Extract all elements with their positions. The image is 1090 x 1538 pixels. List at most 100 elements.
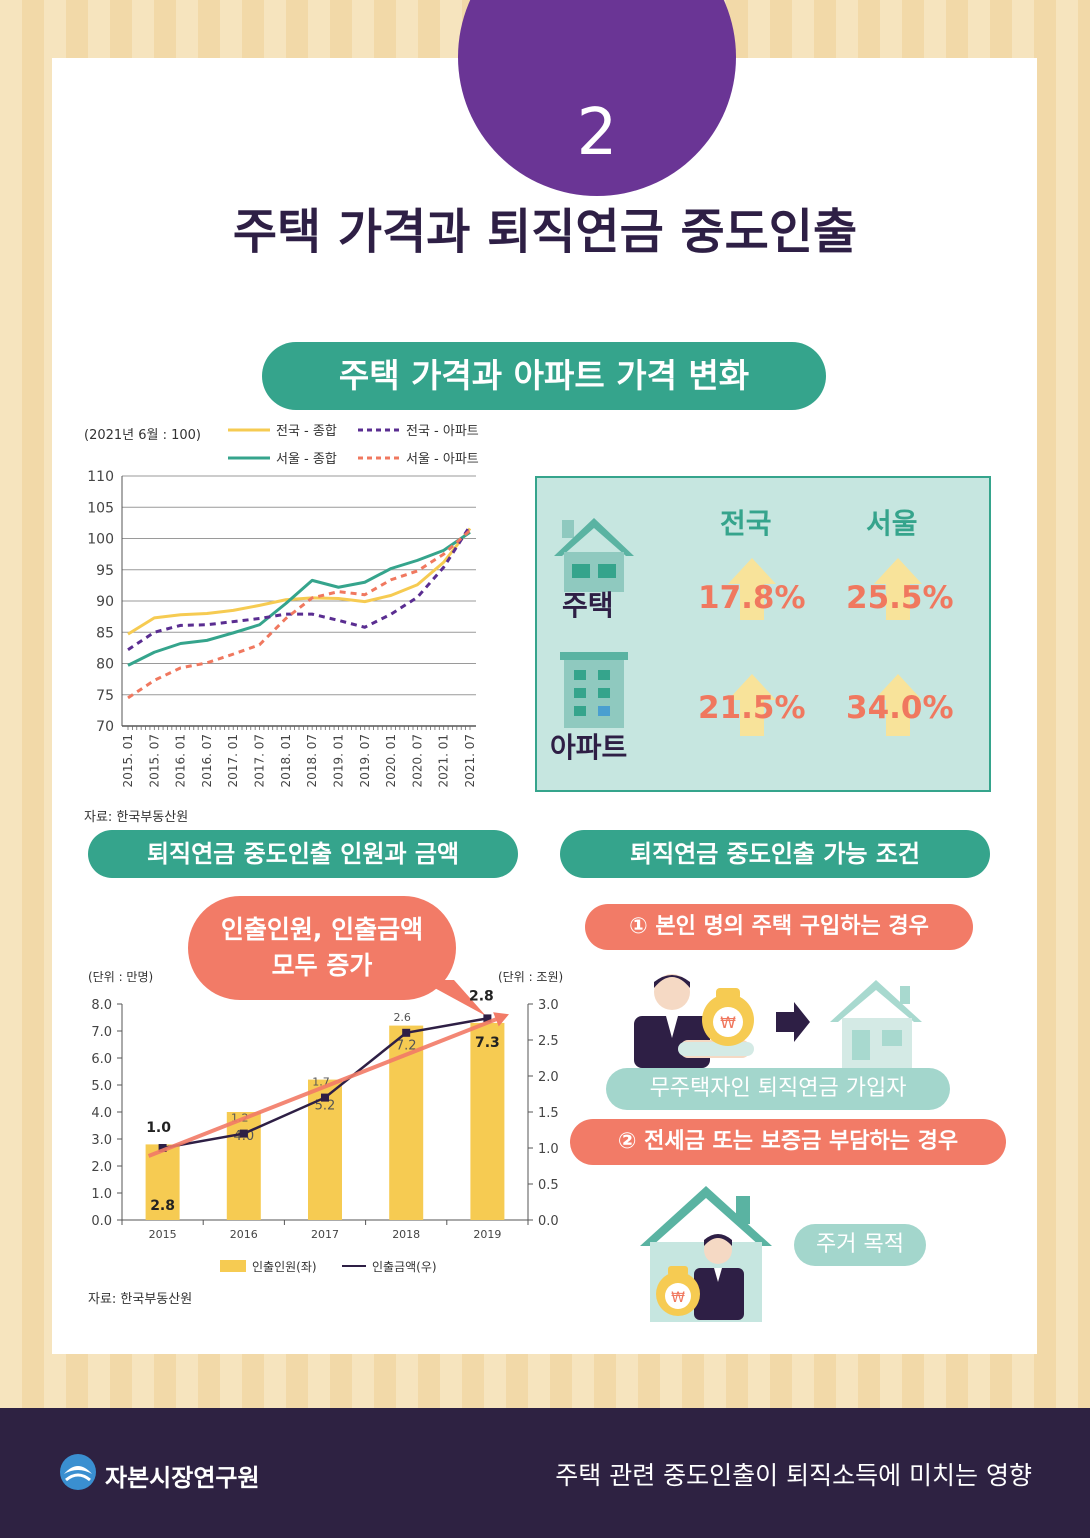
x-tick-label: 2018. 07 [305,734,319,787]
column-header-national: 전국 [720,507,772,540]
callout-line: 모두 증가 [271,951,373,980]
svg-text:₩: ₩ [720,1013,736,1032]
amount-point [483,1014,492,1023]
section-heading-withdrawals: 퇴직연금 중도인출 인원과 금액 [88,830,518,878]
up-arrow-icon [728,558,776,620]
bar-value-label: 2.8 [150,1198,175,1214]
left-tick-label: 3.0 [91,1133,112,1148]
row-header-house: 주택 [562,589,614,622]
x-tick-label: 2018. 01 [279,734,293,787]
right-tick-label: 1.0 [538,1142,559,1157]
bar-chart-source: 자료: 한국부동산원 [88,1292,193,1307]
x-tick-label: 2018 [392,1228,420,1241]
right-tick-label: 2.5 [538,1034,559,1049]
y-tick-label: 70 [96,719,114,735]
section-number: 2 [576,96,618,170]
up-arrow-icon [728,674,776,736]
bar-chart-left-unit: (단위 : 만명) [88,970,154,984]
legend-item-national-apt: 전국 - 아파트 [358,420,479,439]
withdrawal-bar-chart: 0.0 1.0 2.0 3.0 4.0 5.0 6.0 7.0 8.0 0.0 0.5 1.0 1.5 2… [91,990,559,1274]
home-purchase-illustration: ₩ [634,974,922,1068]
amount-value-label: 2.8 [469,990,494,1004]
x-tick-label: 2021. 07 [463,734,477,787]
right-tick-label: 3.0 [538,998,559,1013]
y-tick-label: 85 [96,625,114,641]
callout-line: 인출인원, 인출금액 [220,915,424,944]
left-tick-label: 8.0 [91,998,112,1013]
series-line [127,529,472,700]
x-tick-label: 2016. 01 [174,734,188,787]
row-header-apartment: 아파트 [550,731,628,764]
amount-value-label: 1.0 [146,1120,171,1136]
right-tick-label: 0.5 [538,1178,559,1193]
up-arrow-icon [874,558,922,620]
house-icon [554,518,634,592]
legend-label: 전국 - 종합 [276,424,337,439]
column-header-seoul: 서울 [866,507,918,540]
legend-label: 서울 - 아파트 [406,452,479,467]
house-price-line-chart: 70 75 80 85 90 95 100 105 110 2015. 01 2015. 07 201… [87,469,477,787]
x-tick-label: 2021. 01 [437,734,451,787]
bar-value-label: 5.2 [315,1099,336,1114]
series-line [127,525,472,651]
report-title: 주택 관련 중도인출이 퇴직소득에 미치는 영향 [555,1461,1032,1490]
price-change-panel [535,476,991,792]
apartment-national-change: 21.5% [698,690,806,726]
x-tick-label: 2019. 07 [358,734,372,787]
legend-label: 인출인원(좌) [252,1260,317,1274]
page-title: 주택 가격과 퇴직연금 중도인출 [232,204,858,260]
chart-unit-label: (2021년 6월 : 100) [84,428,202,443]
house-seoul-change: 25.5% [846,580,954,616]
x-tick-label: 2019 [473,1228,501,1241]
bar-value-label: 7.3 [475,1035,500,1051]
amount-point [239,1129,248,1138]
condition-2-tag: 주거 목적 [794,1224,926,1266]
footer [0,1408,1090,1538]
legend-swatch-icon [358,428,400,431]
legend-item-seoul-total: 서울 - 종합 [228,448,337,467]
right-tick-label: 0.0 [538,1214,559,1229]
left-tick-label: 7.0 [91,1025,112,1040]
condition-1-label: ① 본인 명의 주택 구입하는 경우 [585,904,973,950]
left-tick-label: 4.0 [91,1106,112,1121]
trend-arrow-head [493,1012,509,1027]
svg-text:₩: ₩ [671,1290,685,1306]
legend-item-national-total: 전국 - 종합 [228,420,337,439]
section-number-badge: 2 [458,0,736,196]
legend-swatch-icon [228,456,270,459]
legend-swatch-icon [358,456,400,459]
section-heading-price: 주택 가격과 아파트 가격 변화 [262,342,826,410]
condition-1-tag: 무주택자인 퇴직연금 가입자 [606,1068,950,1110]
section-heading-conditions: 퇴직연금 중도인출 가능 조건 [560,830,990,878]
legend-swatch-bar [220,1260,246,1272]
amount-point [158,1144,167,1152]
series-line [127,531,471,667]
institute-name: 자본시장연구원 [105,1464,260,1492]
y-tick-label: 105 [87,500,114,516]
x-tick-label: 2016. 07 [200,734,214,787]
left-tick-label: 1.0 [91,1187,112,1202]
x-tick-label: 2017. 01 [226,734,240,787]
left-tick-label: 6.0 [91,1052,112,1067]
legend-label: 전국 - 아파트 [406,424,479,439]
trend-arrow [147,1014,505,1158]
right-tick-label: 1.5 [538,1106,559,1121]
amount-point [321,1093,329,1102]
amount-point [402,1028,411,1037]
y-tick-label: 90 [96,594,114,610]
x-tick-label: 2016 [230,1228,258,1241]
y-tick-label: 80 [96,657,114,673]
condition-2-label: ② 전세금 또는 보증금 부담하는 경우 [570,1119,1006,1165]
y-tick-label: 110 [87,469,114,485]
x-tick-label: 2020. 07 [410,734,424,787]
x-tick-label: 2015. 07 [147,734,161,787]
left-tick-label: 5.0 [91,1079,112,1094]
institute-logo-icon [60,1454,96,1490]
legend-item-seoul-apt: 서울 - 아파트 [358,448,479,467]
y-tick-label: 100 [87,532,114,548]
up-arrow-icon [874,674,922,736]
callout-bubble: 인출인원, 인출금액 모두 증가 [188,896,456,1000]
x-tick-label: 2020. 01 [384,734,398,787]
apartment-seoul-change: 34.0% [846,690,954,726]
left-tick-label: 0.0 [91,1214,112,1229]
